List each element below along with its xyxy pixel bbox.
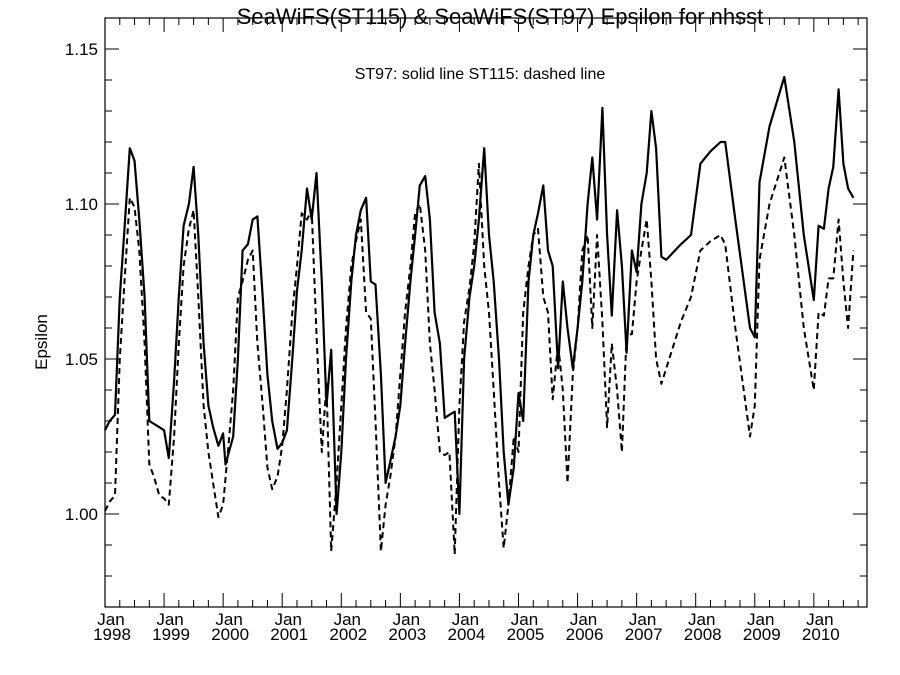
x-tick-year-label: 2009 (743, 625, 781, 644)
series-line-st97 (104, 75, 855, 516)
x-tick-year-label: 2004 (448, 625, 486, 644)
x-tick-year-label: 2005 (507, 625, 545, 644)
x-tick-month-label: Jan (688, 610, 715, 629)
y-tick-label: 1.05 (65, 350, 98, 369)
x-tick-month-label: Jan (570, 610, 597, 629)
y-axis-label: Epsilon (32, 314, 51, 370)
x-tick-month-label: Jan (452, 610, 479, 629)
axis-ticks: 1.001.051.101.15Jan1998Jan1999Jan2000Jan… (65, 17, 867, 644)
x-tick-month-label: Jan (511, 610, 538, 629)
series-layer (104, 75, 855, 556)
x-tick-year-label: 2006 (566, 625, 604, 644)
x-tick-year-label: 2008 (684, 625, 722, 644)
x-tick-month-label: Jan (747, 610, 774, 629)
x-tick-year-label: 1999 (152, 625, 190, 644)
x-tick-year-label: 1998 (93, 625, 131, 644)
legend-annotation: ST97: solid line ST115: dashed line (355, 66, 606, 83)
x-tick-month-label: Jan (393, 610, 420, 629)
chart-title: SeaWiFS(ST115) & SeaWiFS(ST97) Epsilon f… (237, 4, 764, 29)
x-tick-month-label: Jan (156, 610, 183, 629)
y-tick-label: 1.10 (65, 195, 98, 214)
x-tick-month-label: Jan (274, 610, 301, 629)
x-tick-month-label: Jan (97, 610, 124, 629)
plot-frame (104, 17, 868, 608)
x-tick-year-label: 2007 (625, 625, 663, 644)
x-tick-month-label: Jan (806, 610, 833, 629)
x-tick-month-label: Jan (334, 610, 361, 629)
series-line-st115 (104, 156, 855, 556)
x-tick-month-label: Jan (629, 610, 656, 629)
y-tick-label: 1.15 (65, 40, 98, 59)
x-tick-year-label: 2002 (329, 625, 367, 644)
x-tick-year-label: 2000 (211, 625, 249, 644)
x-tick-month-label: Jan (215, 610, 242, 629)
x-tick-year-label: 2001 (270, 625, 308, 644)
y-tick-label: 1.00 (65, 505, 98, 524)
x-tick-year-label: 2003 (388, 625, 426, 644)
x-tick-year-label: 2010 (802, 625, 840, 644)
